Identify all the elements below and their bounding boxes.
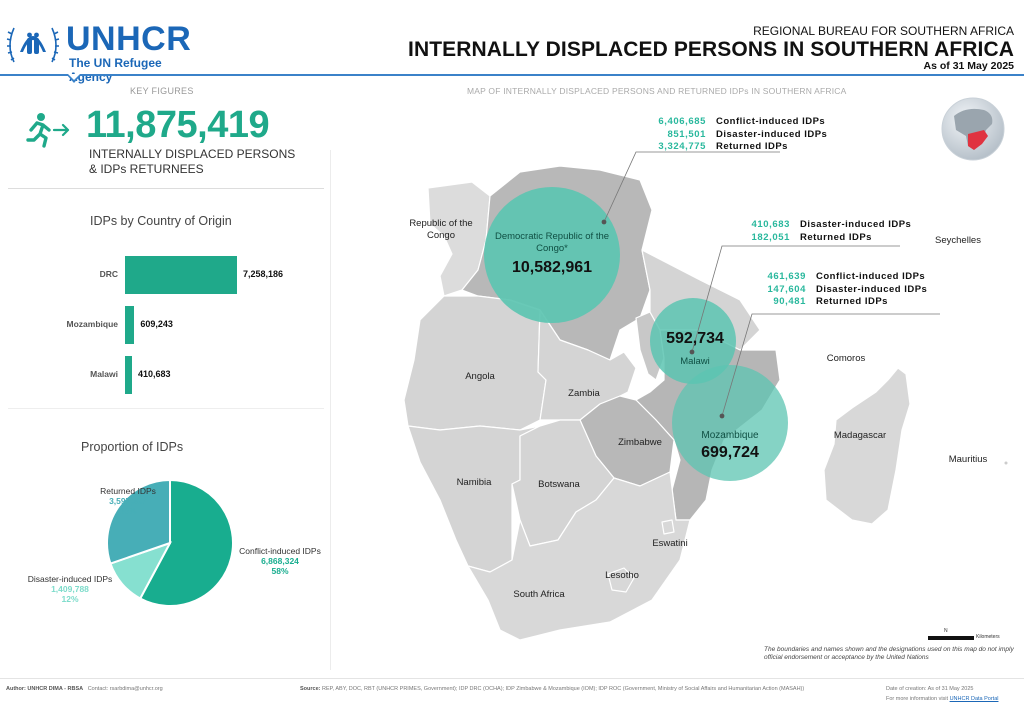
footer-more-info: For more information visit UNHCR Data Po… bbox=[886, 696, 999, 702]
circle-label-drc: Democratic Republic of the Congo* bbox=[494, 231, 610, 254]
locator-globe bbox=[941, 97, 1005, 161]
country-label-madagascar: Madagascar bbox=[833, 430, 887, 441]
footer-divider bbox=[0, 678, 1024, 679]
circle-label-mozambique: Mozambique bbox=[701, 430, 759, 441]
circle-value-mozambique: 699,724 bbox=[701, 444, 759, 461]
bar-mozambique bbox=[125, 306, 135, 344]
country-label-comoros: Comoros bbox=[826, 353, 866, 364]
country-label-seychelles: Seychelles bbox=[935, 235, 981, 246]
footer-author: Author: UNHCR DIMA - RBSA Contact: rsarb… bbox=[6, 686, 163, 692]
bureau-name: REGIONAL BUREAU FOR SOUTHERN AFRICA bbox=[753, 24, 1014, 38]
bar-chart-title: IDPs by Country of Origin bbox=[90, 214, 232, 228]
pie-chart-title: Proportion of IDPs bbox=[81, 440, 184, 454]
contact-email: rsarbdima@unhcr.org bbox=[109, 686, 163, 692]
country-label-botswana: Botswana bbox=[538, 479, 580, 490]
footer-source: Source: REP, ABY, DOC, RBT (UNHCR PRIMES… bbox=[300, 686, 805, 692]
country-label-south-africa: South Africa bbox=[513, 589, 565, 600]
map-country-south-africa bbox=[467, 471, 691, 641]
bar-label: Malawi bbox=[90, 369, 118, 379]
scale-bar bbox=[928, 636, 974, 640]
total-idps-figure: 11,875,419 bbox=[86, 104, 270, 146]
pie-slice-returned bbox=[106, 478, 171, 565]
bar-label: DRC bbox=[99, 269, 118, 279]
map-country-lesotho bbox=[607, 567, 635, 593]
pie-slice-conflictinduced bbox=[138, 478, 234, 607]
map-country-roc bbox=[427, 181, 491, 297]
leader-line-malawi bbox=[691, 245, 900, 353]
southern-africa-map bbox=[403, 151, 1008, 641]
circle-value-drc: 10,582,961 bbox=[511, 259, 593, 276]
circle-value-malawi: 592,734 bbox=[666, 330, 724, 347]
total-idps-description: INTERNALLY DISPLACED PERSONS bbox=[89, 147, 296, 161]
map-country-eswatini bbox=[661, 519, 675, 535]
divider bbox=[8, 408, 324, 409]
country-label-roc: Republic of the Congo bbox=[409, 218, 473, 241]
idp-circle-mozambique bbox=[672, 365, 788, 481]
bar-row-mozambique: Mozambique 609,243 bbox=[0, 306, 330, 346]
callout-malawi: 410,683 Disaster-induced IDPs 182,051 Retu… bbox=[751, 219, 912, 243]
header-divider bbox=[0, 74, 1024, 76]
bar-value-label: 7,258,186 bbox=[243, 269, 284, 279]
pie-label-disaster: Disaster-induced IDPs 1,409,788 12% bbox=[27, 574, 113, 604]
pie-chart bbox=[106, 478, 234, 607]
pie-label-returned: Returned IDPs 3,597,307 30% bbox=[100, 486, 156, 516]
pie-label-conflict: Conflict-induced IDPs 6,868,324 58% bbox=[239, 546, 321, 576]
country-label-zimbabwe: Zimbabwe bbox=[618, 437, 662, 448]
idp-circle-drc bbox=[484, 187, 620, 323]
circle-label-malawi: Malawi bbox=[680, 356, 710, 367]
bar-malawi bbox=[125, 356, 132, 394]
callout-drc: 6,406,685 Conflict-induced IDPs 851,501 Di… bbox=[658, 116, 828, 152]
data-portal-link[interactable]: UNHCR Data Portal bbox=[949, 696, 999, 702]
divider bbox=[8, 188, 324, 189]
scale-label: Kilometers bbox=[976, 634, 1000, 640]
country-label-lesotho: Lesotho bbox=[605, 570, 639, 581]
unhcr-logo: UNHCR The UN Refugee Agency bbox=[6, 20, 206, 84]
idp-circle-malawi bbox=[650, 298, 736, 384]
org-tagline: The UN Refugee Agency bbox=[69, 56, 162, 84]
running-person-arrow-icon bbox=[26, 113, 70, 148]
map-disclaimer: The boundaries and names shown and the d… bbox=[764, 646, 1014, 661]
bar-label: Mozambique bbox=[66, 319, 118, 329]
org-name: UNHCR bbox=[66, 20, 192, 58]
column-divider bbox=[330, 150, 331, 670]
page-title: INTERNALLY DISPLACED PERSONS IN SOUTHERN… bbox=[408, 38, 1014, 61]
country-label-namibia: Namibia bbox=[456, 477, 492, 488]
as-of-date: As of 31 May 2025 bbox=[923, 60, 1014, 72]
bar-row-drc: DRC 7,258,186 bbox=[0, 256, 330, 296]
leader-line-mozambique bbox=[721, 313, 940, 417]
callout-mozambique: 461,639 Conflict-induced IDPs 147,604 Disa… bbox=[767, 271, 928, 307]
country-label-mauritius: Mauritius bbox=[948, 454, 988, 465]
country-label-eswatini: Eswatini bbox=[652, 538, 688, 549]
total-idps-description-2: & IDPs RETURNEES bbox=[89, 162, 204, 176]
key-figures-label: KEY FIGURES bbox=[130, 86, 194, 96]
map-country-madagascar bbox=[823, 367, 911, 525]
bar-value-label: 609,243 bbox=[140, 319, 173, 329]
footer-created-date: Date of creation: As of 31 May 2025 bbox=[886, 686, 974, 692]
bar-drc bbox=[125, 256, 237, 294]
bar-row-malawi: Malawi 410,683 bbox=[0, 356, 330, 396]
map-country-mauritius bbox=[1004, 461, 1008, 465]
country-label-zambia: Zambia bbox=[568, 388, 600, 399]
unhcr-emblem-icon bbox=[6, 27, 60, 63]
map-title: MAP OF INTERNALLY DISPLACED PERSONS AND … bbox=[467, 86, 847, 96]
country-label-angola: Angola bbox=[465, 371, 495, 382]
bar-value-label: 410,683 bbox=[138, 369, 171, 379]
leader-line-drc bbox=[603, 151, 780, 223]
north-label: N bbox=[944, 628, 948, 634]
